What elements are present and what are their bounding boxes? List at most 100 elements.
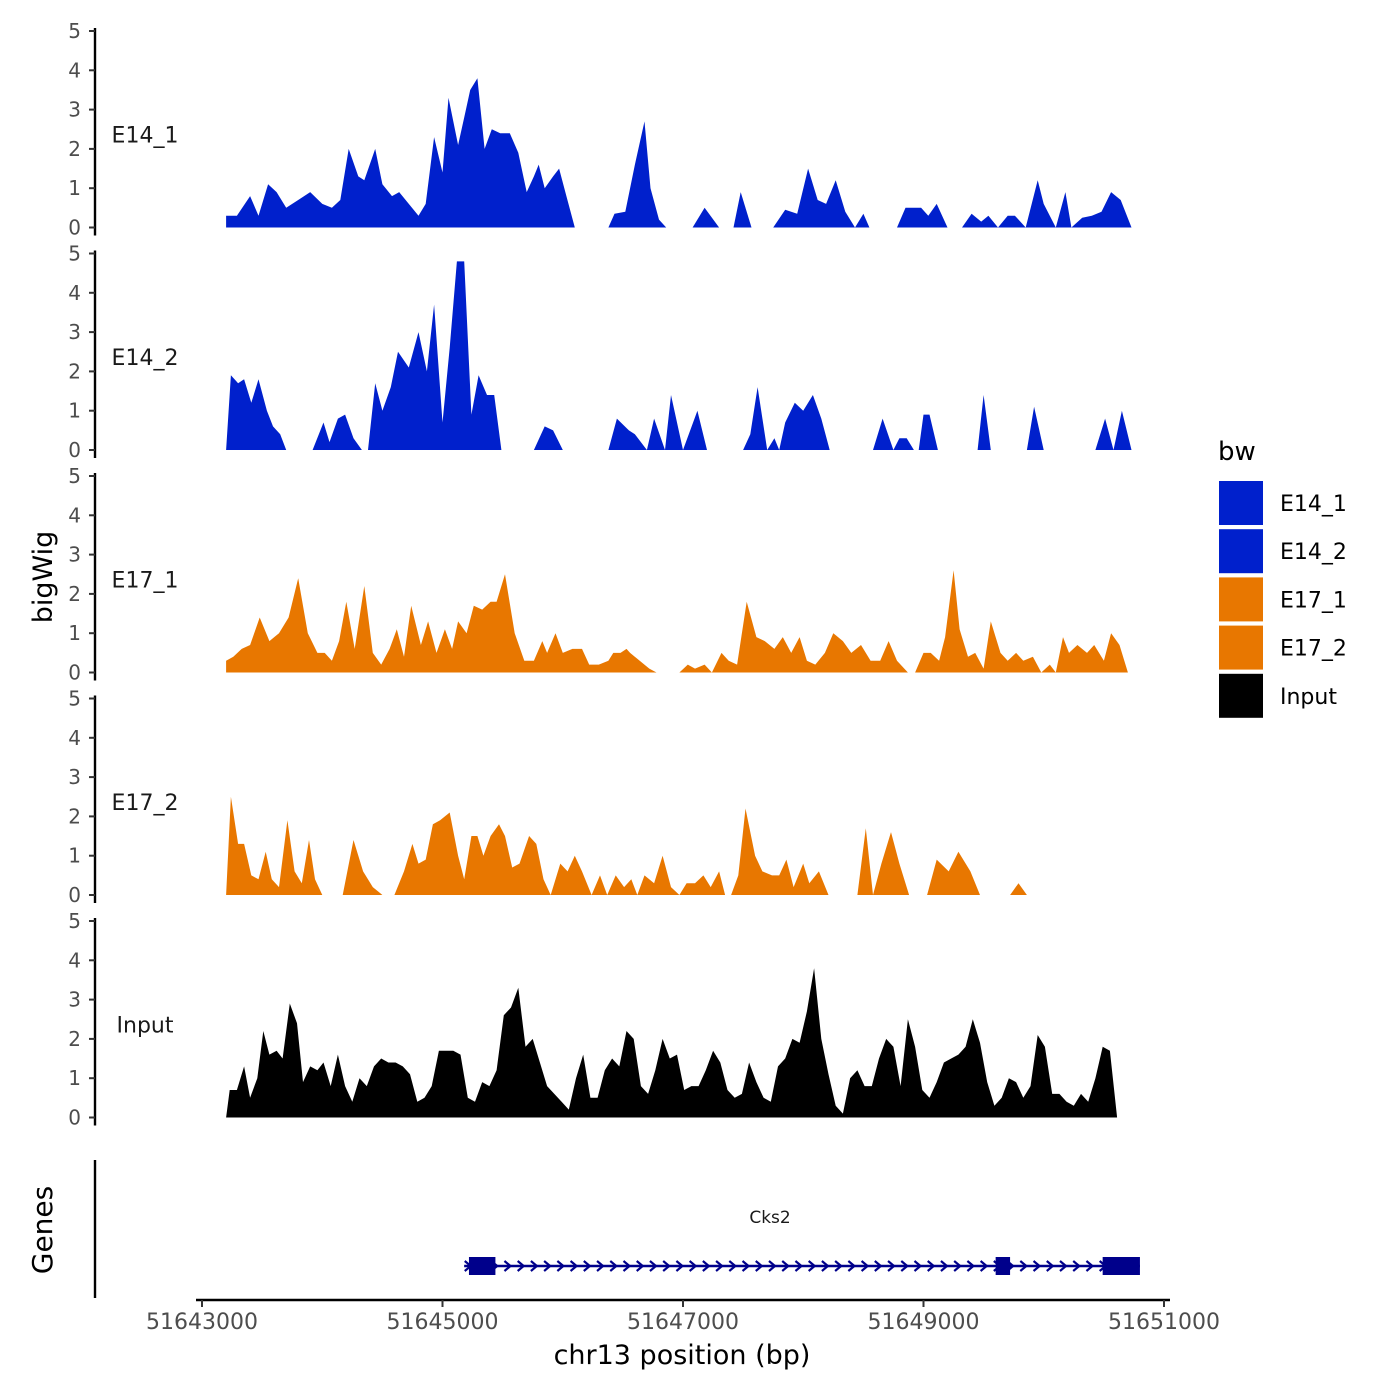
signal-area-E17_1: [226, 574, 675, 673]
strand-arrow: [530, 1260, 539, 1272]
signal-area-E17_1: [679, 570, 1128, 673]
legend-key-E14_1: [1219, 481, 1263, 525]
y-tick-label: 3: [68, 988, 81, 1012]
signal-area-E17_2: [342, 840, 383, 895]
track-label: E17_2: [112, 791, 179, 816]
y-tick-label: 2: [68, 582, 81, 606]
y-tick-label: 5: [68, 464, 81, 488]
y-tick-label: 5: [68, 687, 81, 711]
signal-area-E17_2: [226, 796, 340, 895]
signal-area-E14_1: [692, 207, 720, 228]
strand-arrow: [953, 1260, 962, 1272]
x-tick-label: 51643000: [146, 1310, 258, 1335]
legend-label: Input: [1280, 685, 1337, 710]
strand-arrow: [596, 1260, 605, 1272]
strand-arrow: [503, 1260, 513, 1272]
strand-arrow: [807, 1260, 817, 1272]
signal-area-E14_2: [226, 375, 302, 450]
strand-arrow: [1059, 1260, 1068, 1272]
track-E14_1: 0 1 2 3 4 5 E14_1: [68, 19, 1132, 240]
y-tick-label: 3: [68, 98, 81, 122]
gene-track: Cks2: [93, 1160, 1140, 1298]
track-label: Input: [117, 1014, 174, 1039]
gene-name: Cks2: [749, 1208, 790, 1228]
gene-exon: [468, 1257, 496, 1275]
y-tick-label: 3: [68, 765, 81, 789]
legend-key-Input: [1219, 673, 1263, 718]
strand-arrow: [927, 1260, 936, 1272]
y-tick-label: 1: [68, 1066, 81, 1090]
strand-arrow: [794, 1260, 804, 1272]
strand-arrow: [543, 1260, 552, 1272]
strand-arrow: [979, 1260, 989, 1272]
y-tick-label: 3: [68, 543, 81, 567]
signal-area-E14_1: [608, 121, 667, 228]
y-tick-label: 2: [68, 1027, 81, 1051]
signal-area-E17_2: [394, 808, 910, 895]
strand-arrow: [966, 1260, 976, 1272]
strand-arrow: [702, 1260, 711, 1272]
y-tick-label: 1: [68, 621, 81, 645]
strand-arrow: [662, 1260, 671, 1272]
strand-arrow: [1085, 1260, 1095, 1272]
strand-arrow: [675, 1260, 685, 1272]
x-tick-label: 51649000: [868, 1310, 980, 1335]
track-label: E17_1: [112, 569, 179, 594]
strand-arrow: [900, 1260, 909, 1272]
y-tick-label: 4: [68, 281, 81, 305]
strand-arrow: [1046, 1260, 1055, 1272]
gene-axis-title: Genes: [26, 1186, 59, 1274]
y-tick-label: 0: [68, 1106, 81, 1130]
signal-area-E14_1: [962, 180, 1132, 228]
y-tick-label: 0: [68, 216, 81, 240]
legend-key-E17_1: [1219, 577, 1263, 622]
track-label: E14_1: [112, 124, 179, 149]
y-tick-label: 4: [68, 726, 81, 750]
strand-arrow: [715, 1260, 724, 1272]
legend-label: E17_1: [1280, 588, 1347, 613]
y-tick-label: 4: [68, 948, 81, 972]
strand-arrow: [609, 1260, 618, 1272]
signal-area-E17_2: [927, 851, 1136, 895]
signal-area-Input: [226, 968, 1132, 1118]
signal-area-E14_1: [733, 192, 752, 228]
legend-key-E14_2: [1219, 529, 1263, 574]
strand-arrow: [741, 1260, 751, 1272]
strand-arrow: [834, 1260, 843, 1272]
strand-arrow: [874, 1260, 883, 1272]
track-label: E14_2: [112, 346, 179, 371]
y-tick-label: 0: [68, 883, 81, 907]
x-tick-label: 51651000: [1108, 1310, 1220, 1335]
strand-arrow: [556, 1260, 566, 1272]
y-tick-label: 1: [68, 176, 81, 200]
strand-arrow: [847, 1260, 857, 1272]
y-tick-label: 5: [68, 242, 81, 266]
strand-arrow: [636, 1260, 645, 1272]
track-E17_1: 0 1 2 3 4 5 E17_1: [68, 464, 1128, 685]
y-tick-label: 5: [68, 909, 81, 933]
strand-arrow: [768, 1260, 777, 1272]
strand-arrow: [583, 1260, 592, 1272]
strand-arrow: [516, 1260, 526, 1272]
y-axis-title: bigWig: [28, 531, 59, 624]
legend-label: E17_2: [1280, 637, 1347, 662]
signal-area-E14_1: [773, 168, 888, 228]
y-tick-label: 4: [68, 58, 81, 82]
strand-arrow: [913, 1260, 923, 1272]
signal-area-E14_2: [312, 261, 605, 450]
y-tick-label: 2: [68, 137, 81, 161]
gene-exon: [1102, 1257, 1140, 1275]
legend-label: E14_1: [1280, 492, 1347, 517]
strand-arrow: [728, 1260, 738, 1272]
strand-arrow: [1032, 1260, 1042, 1272]
strand-arrow: [1072, 1260, 1081, 1272]
y-tick-label: 0: [68, 661, 81, 685]
x-tick-label: 51647000: [627, 1310, 739, 1335]
y-tick-label: 3: [68, 320, 81, 344]
y-tick-label: 5: [68, 19, 81, 43]
legend-key-E17_2: [1219, 625, 1263, 670]
y-tick-label: 1: [68, 844, 81, 868]
y-tick-label: 4: [68, 503, 81, 527]
track-E14_2: 0 1 2 3 4 5 E14_2: [68, 242, 1132, 462]
strand-arrow: [860, 1260, 870, 1272]
